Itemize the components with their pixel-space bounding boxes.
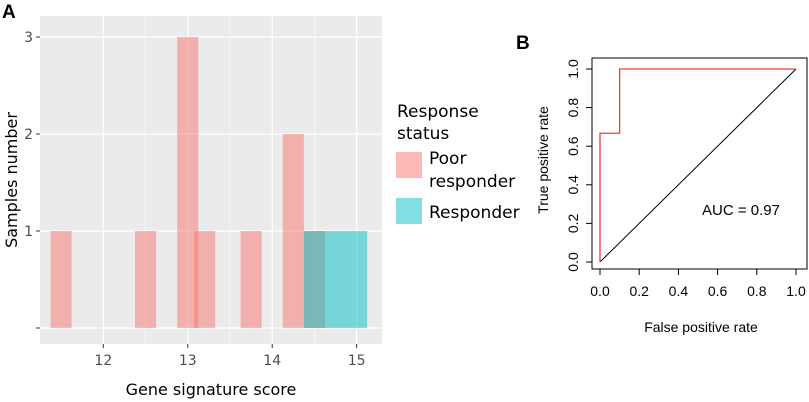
roc-y-tick-label: 1.0 [565, 59, 581, 79]
roc-x-tick-label: 0.6 [708, 283, 728, 299]
roc-x-ticks: 0.0 0.2 0.4 0.6 0.8 1.0 [590, 268, 806, 299]
roc-x-axis-title: False positive rate [644, 319, 758, 335]
legend-label-responder: Responder [429, 203, 520, 223]
histogram-bar-responder [325, 231, 347, 328]
panel-b-label: B [516, 33, 530, 54]
legend-title-line-1: Response [397, 102, 479, 122]
histogram-bar-poor [194, 231, 216, 328]
auc-annotation: AUC = 0.97 [702, 202, 780, 219]
roc-y-tick-label: 0.4 [565, 175, 581, 195]
roc-y-tick-label: 0.6 [565, 136, 581, 156]
legend-label-poor-line-1: Poor [429, 149, 466, 169]
roc-diagonal-line [599, 68, 797, 263]
roc-x-tick-label: 1.0 [786, 283, 806, 299]
roc-y-tick-label: 0.8 [565, 98, 581, 118]
roc-chart: 0.0 0.2 0.4 0.6 0.8 1.0 0.0 0.2 0.4 0.6 0.8 1.0 AU… [535, 57, 808, 335]
legend-label-poor-line-2: responder [429, 172, 515, 192]
histogram-x-tick-label: 15 [348, 353, 366, 369]
roc-x-tick-label: 0.4 [669, 283, 689, 299]
legend-title-line-2: status [397, 124, 449, 144]
histogram-bars [50, 37, 368, 328]
roc-curve [599, 68, 796, 262]
panel-a-label: A [2, 2, 16, 23]
histogram-bar-responder [303, 231, 325, 328]
histogram-y-axis-title: Samples number [2, 112, 21, 248]
roc-x-tick-label: 0.0 [590, 283, 610, 299]
histogram-x-tick-label: 12 [94, 353, 112, 369]
histogram-chart: 123 12 13 14 15 Gene signature score Sample… [2, 16, 382, 399]
histogram-y-tick-label: 1 [24, 224, 33, 240]
legend-key-poor-responder [396, 152, 422, 178]
histogram-y-ticks: 1 2 3 [24, 30, 40, 329]
histogram-x-tick-label: 13 [179, 353, 197, 369]
histogram-y-tick-label: 3 [24, 30, 33, 46]
histogram-y-tick-label: 2 [24, 127, 33, 143]
roc-x-tick-label: 0.2 [629, 283, 649, 299]
roc-y-tick-label: 0.2 [565, 213, 581, 233]
histogram-bar-poor [177, 37, 199, 328]
histogram-x-axis-title: Gene signature score [126, 380, 297, 399]
histogram-bar-poor [282, 134, 304, 328]
histogram-bar-poor [240, 231, 262, 328]
legend-key-responder [396, 198, 422, 224]
histogram-legend: Response status Poor responder Responder [396, 102, 520, 224]
roc-y-axis-title: True positive rate [535, 106, 551, 214]
histogram-bar-poor [135, 231, 157, 328]
histogram-bar-poor [50, 231, 72, 328]
histogram-bar-responder [346, 231, 368, 328]
histogram-x-tick-label: 14 [263, 353, 281, 369]
roc-y-tick-label: 0.0 [565, 252, 581, 272]
roc-y-ticks: 0.0 0.2 0.4 0.6 0.8 1.0 [565, 59, 593, 272]
histogram-x-ticks: 12 13 14 15 [94, 344, 366, 369]
roc-x-tick-label: 0.8 [747, 283, 767, 299]
